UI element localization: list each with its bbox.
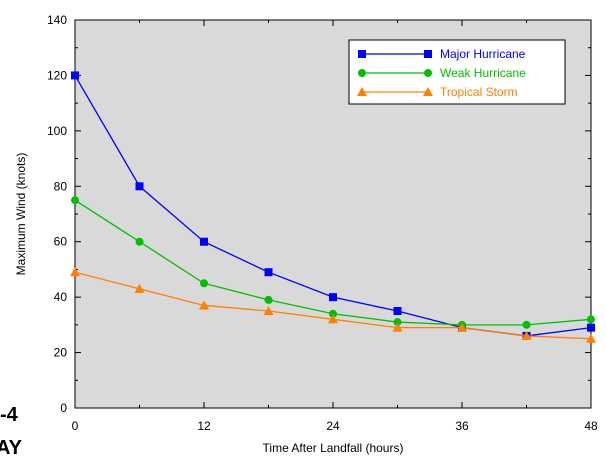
y-tick-label: 40 xyxy=(54,290,68,304)
legend: Major Hurricane Weak Hurricane Tropical St… xyxy=(348,39,566,105)
data-point xyxy=(264,268,273,277)
y-axis-label: Maximum Wind (knots) xyxy=(14,153,28,276)
data-point xyxy=(393,307,402,315)
data-point xyxy=(522,320,531,329)
data-point xyxy=(329,309,337,318)
data-point xyxy=(135,237,144,246)
data-point xyxy=(392,322,403,332)
x-tick-label: 24 xyxy=(326,419,340,433)
edge-fragment-1: -4 xyxy=(0,404,19,426)
data-point xyxy=(264,295,273,304)
legend-entry: Weak Hurricane xyxy=(440,66,526,80)
x-tick-label: 0 xyxy=(72,419,79,433)
legend-entry: Tropical Storm xyxy=(440,85,518,99)
data-point xyxy=(587,323,595,332)
y-tick-label: 80 xyxy=(54,179,68,193)
legend-marker xyxy=(358,50,366,58)
data-point xyxy=(329,293,337,302)
x-tick-label: 12 xyxy=(197,419,211,433)
data-point xyxy=(521,330,532,340)
data-point xyxy=(200,237,208,246)
data-point xyxy=(263,306,274,315)
x-axis-label: Time After Landfall (hours) xyxy=(263,441,404,455)
y-tick-label: 60 xyxy=(54,235,68,249)
y-tick-label: 140 xyxy=(47,13,67,27)
data-point xyxy=(71,71,79,80)
legend-box xyxy=(348,39,566,105)
legend-marker xyxy=(358,69,366,77)
legend-marker xyxy=(357,87,367,96)
data-point xyxy=(586,333,596,343)
legend-marker xyxy=(424,69,432,77)
data-point xyxy=(393,318,402,327)
data-point xyxy=(200,279,208,288)
y-tick-label: 20 xyxy=(54,346,68,360)
x-tick-label: 36 xyxy=(455,419,469,433)
data-point xyxy=(587,315,595,324)
legend-marker xyxy=(424,50,432,58)
series-layer xyxy=(70,71,596,343)
legend-marker xyxy=(423,87,433,96)
data-point xyxy=(457,322,467,332)
data-point xyxy=(135,182,144,191)
series-tropical-storm xyxy=(70,267,596,343)
y-tick-label: 0 xyxy=(60,401,67,415)
legend-entry: Major Hurricane xyxy=(440,47,526,61)
y-tick-label: 100 xyxy=(47,124,67,138)
data-point xyxy=(199,300,209,310)
x-tick-label: 48 xyxy=(584,419,598,433)
data-point xyxy=(134,283,145,293)
data-point xyxy=(70,267,80,277)
edge-fragment-2: AY xyxy=(0,437,23,459)
data-point xyxy=(328,314,338,324)
y-tick-label: 120 xyxy=(47,68,67,82)
axis-ticks: 0 12 24 36 48 0 20 40 60 80 100 120 140 xyxy=(47,13,598,433)
data-point xyxy=(71,196,79,205)
